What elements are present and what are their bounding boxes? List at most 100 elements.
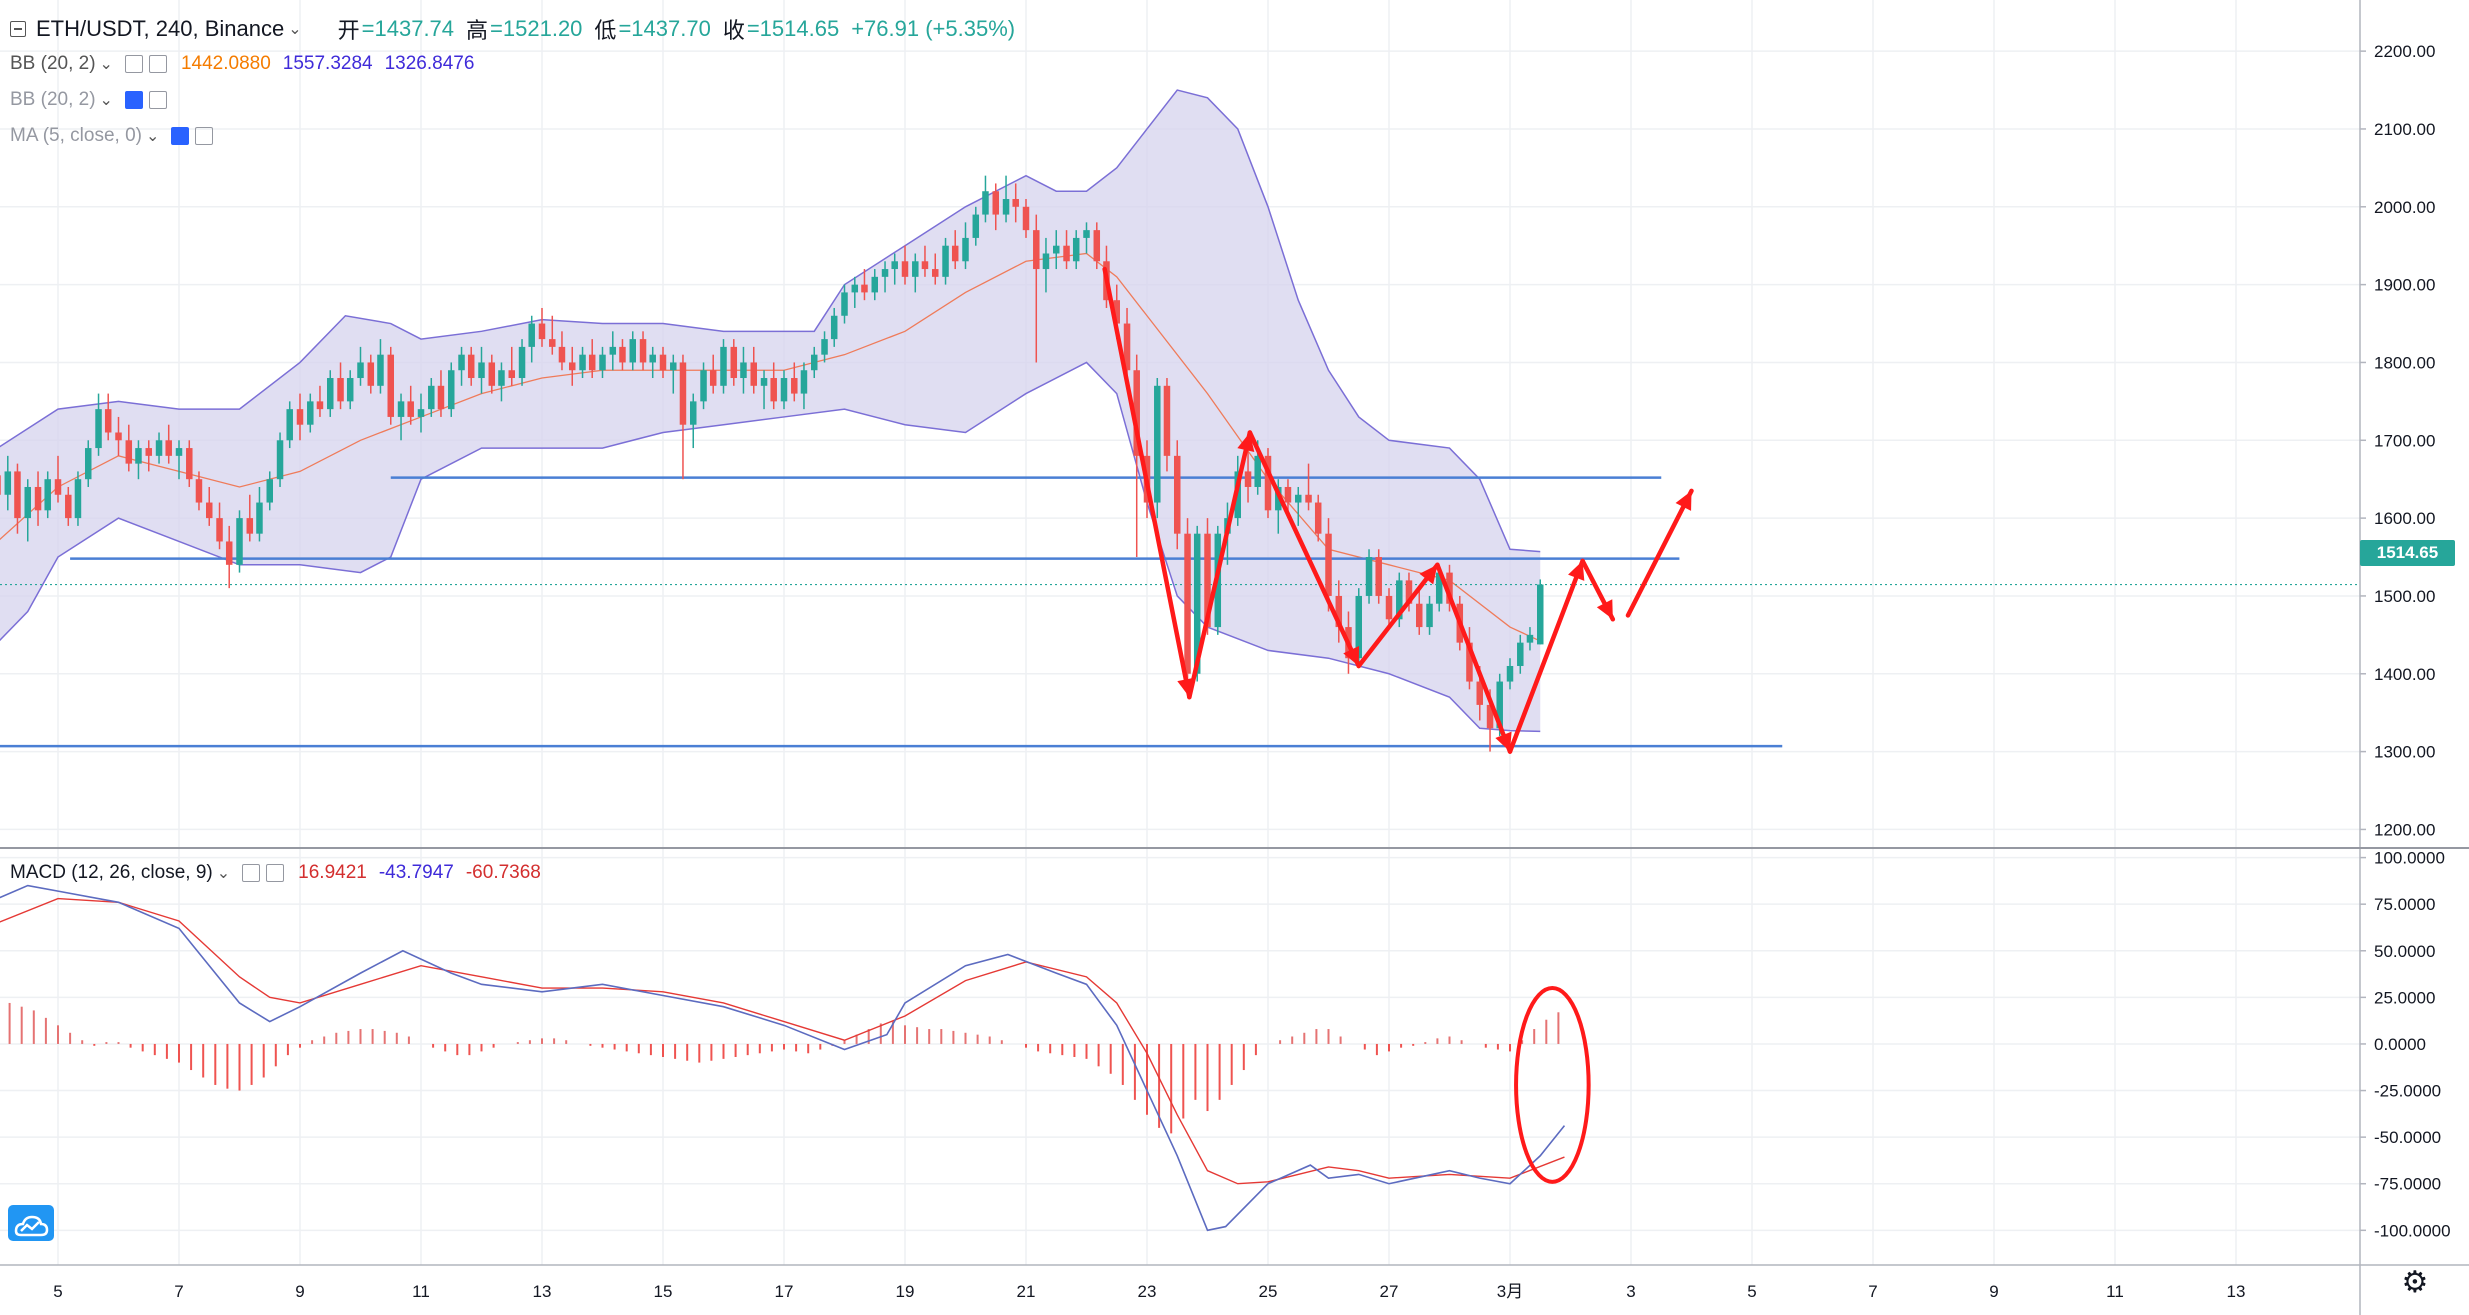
candle-body (44, 479, 51, 511)
candle (256, 486, 263, 542)
candle-body (599, 354, 606, 371)
trend-arrow[interactable] (1247, 430, 1361, 669)
macd-tick-label: 100.0000 (2374, 849, 2445, 868)
candle (992, 183, 999, 231)
candle (1295, 486, 1302, 526)
arrow-shaft (1187, 430, 1253, 700)
candle (1365, 549, 1373, 604)
candle (1033, 214, 1040, 363)
candle-body (1405, 580, 1413, 604)
candle-body (346, 378, 354, 402)
trend-arrow[interactable] (1625, 488, 1694, 618)
candle-body (629, 339, 636, 363)
price-tick-label: 1900.00 (2374, 276, 2435, 295)
candle (579, 346, 586, 379)
candle (770, 362, 777, 410)
close-icon[interactable] (266, 864, 285, 882)
trend-arrow[interactable] (1580, 558, 1616, 622)
collapse-legend-icon[interactable] (10, 21, 26, 37)
symbol-title[interactable]: ETH/USDT, 240, Binance (36, 16, 285, 41)
candle (609, 331, 617, 371)
indicator-name[interactable]: BB (20, 2) (10, 89, 96, 110)
candle (679, 354, 687, 480)
chevron-down-icon[interactable]: ⌄ (99, 92, 113, 109)
close-icon[interactable] (148, 55, 167, 73)
candle (1072, 230, 1080, 270)
candle (1526, 627, 1534, 651)
annotation-ellipse[interactable] (1514, 986, 1591, 1184)
candle-body (1496, 681, 1503, 729)
trend-arrow[interactable] (1356, 562, 1440, 669)
candle-body (1295, 494, 1302, 503)
arrow-head (1495, 731, 1512, 752)
settings-gear-icon[interactable]: ⚙ (2401, 1266, 2429, 1299)
arrow-head (1596, 599, 1613, 620)
time-tick-label: 11 (2106, 1282, 2124, 1301)
candle-body (74, 479, 82, 519)
candle-body (377, 354, 384, 386)
candle-body (216, 518, 223, 542)
candle-body (1466, 642, 1473, 682)
candle (1012, 183, 1019, 223)
candle-body (1184, 533, 1191, 674)
trend-arrow[interactable] (1507, 558, 1585, 754)
support-resistance-lines[interactable] (0, 476, 2360, 748)
candle-body (1163, 385, 1171, 456)
candle-body (972, 214, 980, 238)
candle-body (357, 362, 364, 379)
drawing-arrows[interactable] (1102, 266, 1694, 754)
candle (670, 354, 677, 394)
candle (206, 486, 213, 526)
time-tick-label: 25 (1259, 1282, 1278, 1301)
candle (912, 253, 919, 293)
candle-body (397, 401, 405, 417)
indicator-name[interactable]: MA (5, close, 0) (10, 125, 142, 146)
candle-body (720, 346, 727, 386)
chevron-down-icon[interactable]: ⌄ (146, 128, 160, 145)
indicator-name[interactable]: BB (20, 2) (10, 53, 96, 74)
candle-body (165, 440, 172, 456)
candle-body (740, 362, 747, 379)
candle (740, 346, 747, 394)
chevron-down-icon[interactable]: ⌄ (216, 865, 231, 882)
chevron-down-icon[interactable]: ⌄ (99, 56, 113, 73)
macd-name[interactable]: MACD (12, 26, close, 9) (10, 862, 213, 883)
cloud-icon (14, 1215, 49, 1237)
close-icon[interactable] (195, 127, 214, 145)
candle-body (1517, 642, 1524, 666)
candle (982, 175, 989, 223)
candle (135, 440, 142, 480)
candle-body (1033, 230, 1040, 270)
candle (800, 362, 808, 410)
candle-body (115, 432, 122, 441)
candle-body (478, 362, 485, 379)
hidden-eye-icon[interactable] (171, 127, 190, 145)
indicator-legend-bb-2: BB (20, 2) ⌄ (10, 89, 173, 111)
candle-body (236, 518, 243, 565)
candle-body (1083, 230, 1090, 238)
price-tick-label: 2100.00 (2374, 120, 2435, 139)
candle-body (145, 448, 152, 456)
tradingview-logo[interactable] (8, 1205, 54, 1241)
chevron-down-icon[interactable]: ⌄ (288, 21, 302, 38)
candle (760, 370, 768, 410)
candle-body (276, 440, 284, 480)
candle-body (679, 362, 687, 425)
close-icon[interactable] (148, 91, 167, 109)
candle-body (1435, 572, 1443, 604)
macd-tick-label: -100.0000 (2374, 1221, 2451, 1240)
bb-fill (0, 90, 1541, 732)
trend-arrow[interactable] (1435, 562, 1513, 754)
candle-body (135, 448, 142, 464)
candle-body (488, 362, 496, 386)
candle (337, 362, 344, 410)
hidden-eye-icon[interactable] (124, 91, 143, 109)
candle (942, 237, 949, 285)
candle-body (1537, 584, 1544, 645)
visibility-icon[interactable] (124, 55, 143, 73)
candle (599, 346, 606, 379)
time-tick-label: 9 (295, 1282, 304, 1301)
candle (1083, 222, 1090, 254)
visibility-icon[interactable] (242, 864, 261, 882)
